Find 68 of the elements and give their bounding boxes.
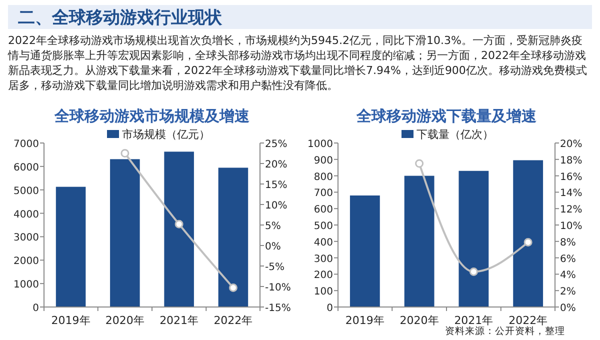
- chart-title: 全球移动游戏市场规模及增速: [54, 107, 250, 125]
- bar: [513, 160, 544, 307]
- y-tick-label: 0: [32, 303, 39, 314]
- y2-tick-label: 10%: [560, 221, 582, 232]
- bar: [458, 170, 489, 307]
- y-tick-label: 300: [314, 254, 333, 265]
- y-tick-label: 0: [326, 303, 333, 314]
- y2-tick-label: 16%: [560, 172, 582, 183]
- x-tick-label: 2020年: [400, 314, 439, 327]
- y-tick-label: 900: [314, 155, 333, 166]
- y2-tick-label: -5%: [265, 262, 284, 273]
- y2-tick-label: 10%: [265, 200, 288, 212]
- bar: [110, 159, 140, 307]
- text: 2022年全球移动游戏市场规模出现首次负增长，市场规模约为5945.2亿元，同比下滑10.3%。一方面，受新冠肺炎疫情与通货膨胀率上升等宏观因素影响，全球头部移动游戏市场均出现不同程度的缩减；另一方面，2022年全球移动游戏新品表现乏力。从游戏下载量来看，2022年全球移动游戏下载量同比增长7.94%，达到近900亿次。移动游戏免费模式居多，移动游戏下载量同比增加说明游戏需求和用户黏性没有降低。: [8, 33, 588, 93]
- y-tick-label: 400: [314, 237, 333, 248]
- y-tick-label: 7000: [14, 139, 39, 150]
- x-tick-label: 2022年: [508, 314, 548, 327]
- text: 资料来源：公开资料，整理: [445, 325, 565, 337]
- legend-label: 下载量（亿次）: [416, 128, 494, 141]
- y-tick-label: 600: [314, 204, 333, 216]
- y2-tick-label: 18%: [560, 155, 582, 166]
- x-tick-label: 2022年: [214, 314, 253, 327]
- y2-tick-label: -10%: [265, 282, 291, 294]
- y-tick-label: 100: [314, 286, 333, 298]
- y-tick-label: 500: [314, 221, 333, 232]
- point: [524, 238, 532, 246]
- y2-tick-label: 0%: [265, 242, 281, 252]
- y-tick-label: 3000: [14, 232, 39, 244]
- y2-tick-label: 14%: [560, 188, 582, 200]
- bar: [404, 176, 434, 307]
- x-tick-label: 2020年: [105, 314, 144, 327]
- x-tick-label: 2019年: [345, 314, 384, 327]
- point: [469, 267, 478, 276]
- y2-tick-label: 5%: [265, 221, 281, 232]
- x-tick-label: 2021年: [160, 314, 199, 327]
- y-tick-label: 4000: [14, 209, 39, 220]
- bar: [56, 186, 86, 307]
- text: 二、全球移动游戏行业现状: [18, 7, 222, 29]
- y2-tick-label: 15%: [265, 180, 288, 191]
- y2-tick-label: 25%: [265, 139, 288, 150]
- y-tick-label: 700: [314, 188, 333, 200]
- y2-tick-label: 4%: [560, 270, 576, 282]
- y2-tick-label: -15%: [265, 303, 291, 314]
- y2-tick-label: 20%: [265, 160, 288, 170]
- point: [174, 220, 184, 228]
- legend-label: 市场规模（亿元）: [122, 128, 210, 141]
- bar: [164, 152, 194, 307]
- y-tick-label: 200: [314, 270, 333, 282]
- point: [120, 149, 130, 158]
- y-tick-label: 1000: [14, 280, 39, 291]
- y2-tick-label: 12%: [560, 204, 582, 216]
- chart-title: 全球移动游戏下载量及增速: [356, 107, 538, 125]
- point: [228, 283, 238, 292]
- y-tick-label: 6000: [14, 162, 39, 174]
- y2-tick-label: 2%: [560, 286, 576, 298]
- point: [415, 159, 424, 168]
- y-tick-label: 2000: [14, 256, 39, 268]
- bar: [350, 195, 380, 307]
- y2-tick-label: 0%: [560, 303, 576, 314]
- y-tick-label: 5000: [14, 186, 39, 197]
- y2-tick-label: 8%: [560, 237, 576, 248]
- x-tick-label: 2021年: [454, 314, 494, 327]
- y2-tick-label: 6%: [560, 254, 576, 265]
- x-tick-label: 2019年: [51, 314, 90, 327]
- y-tick-label: 800: [314, 172, 333, 183]
- bar: [218, 168, 248, 307]
- y2-tick-label: 20%: [560, 139, 582, 150]
- y-tick-label: 1000: [308, 139, 333, 150]
